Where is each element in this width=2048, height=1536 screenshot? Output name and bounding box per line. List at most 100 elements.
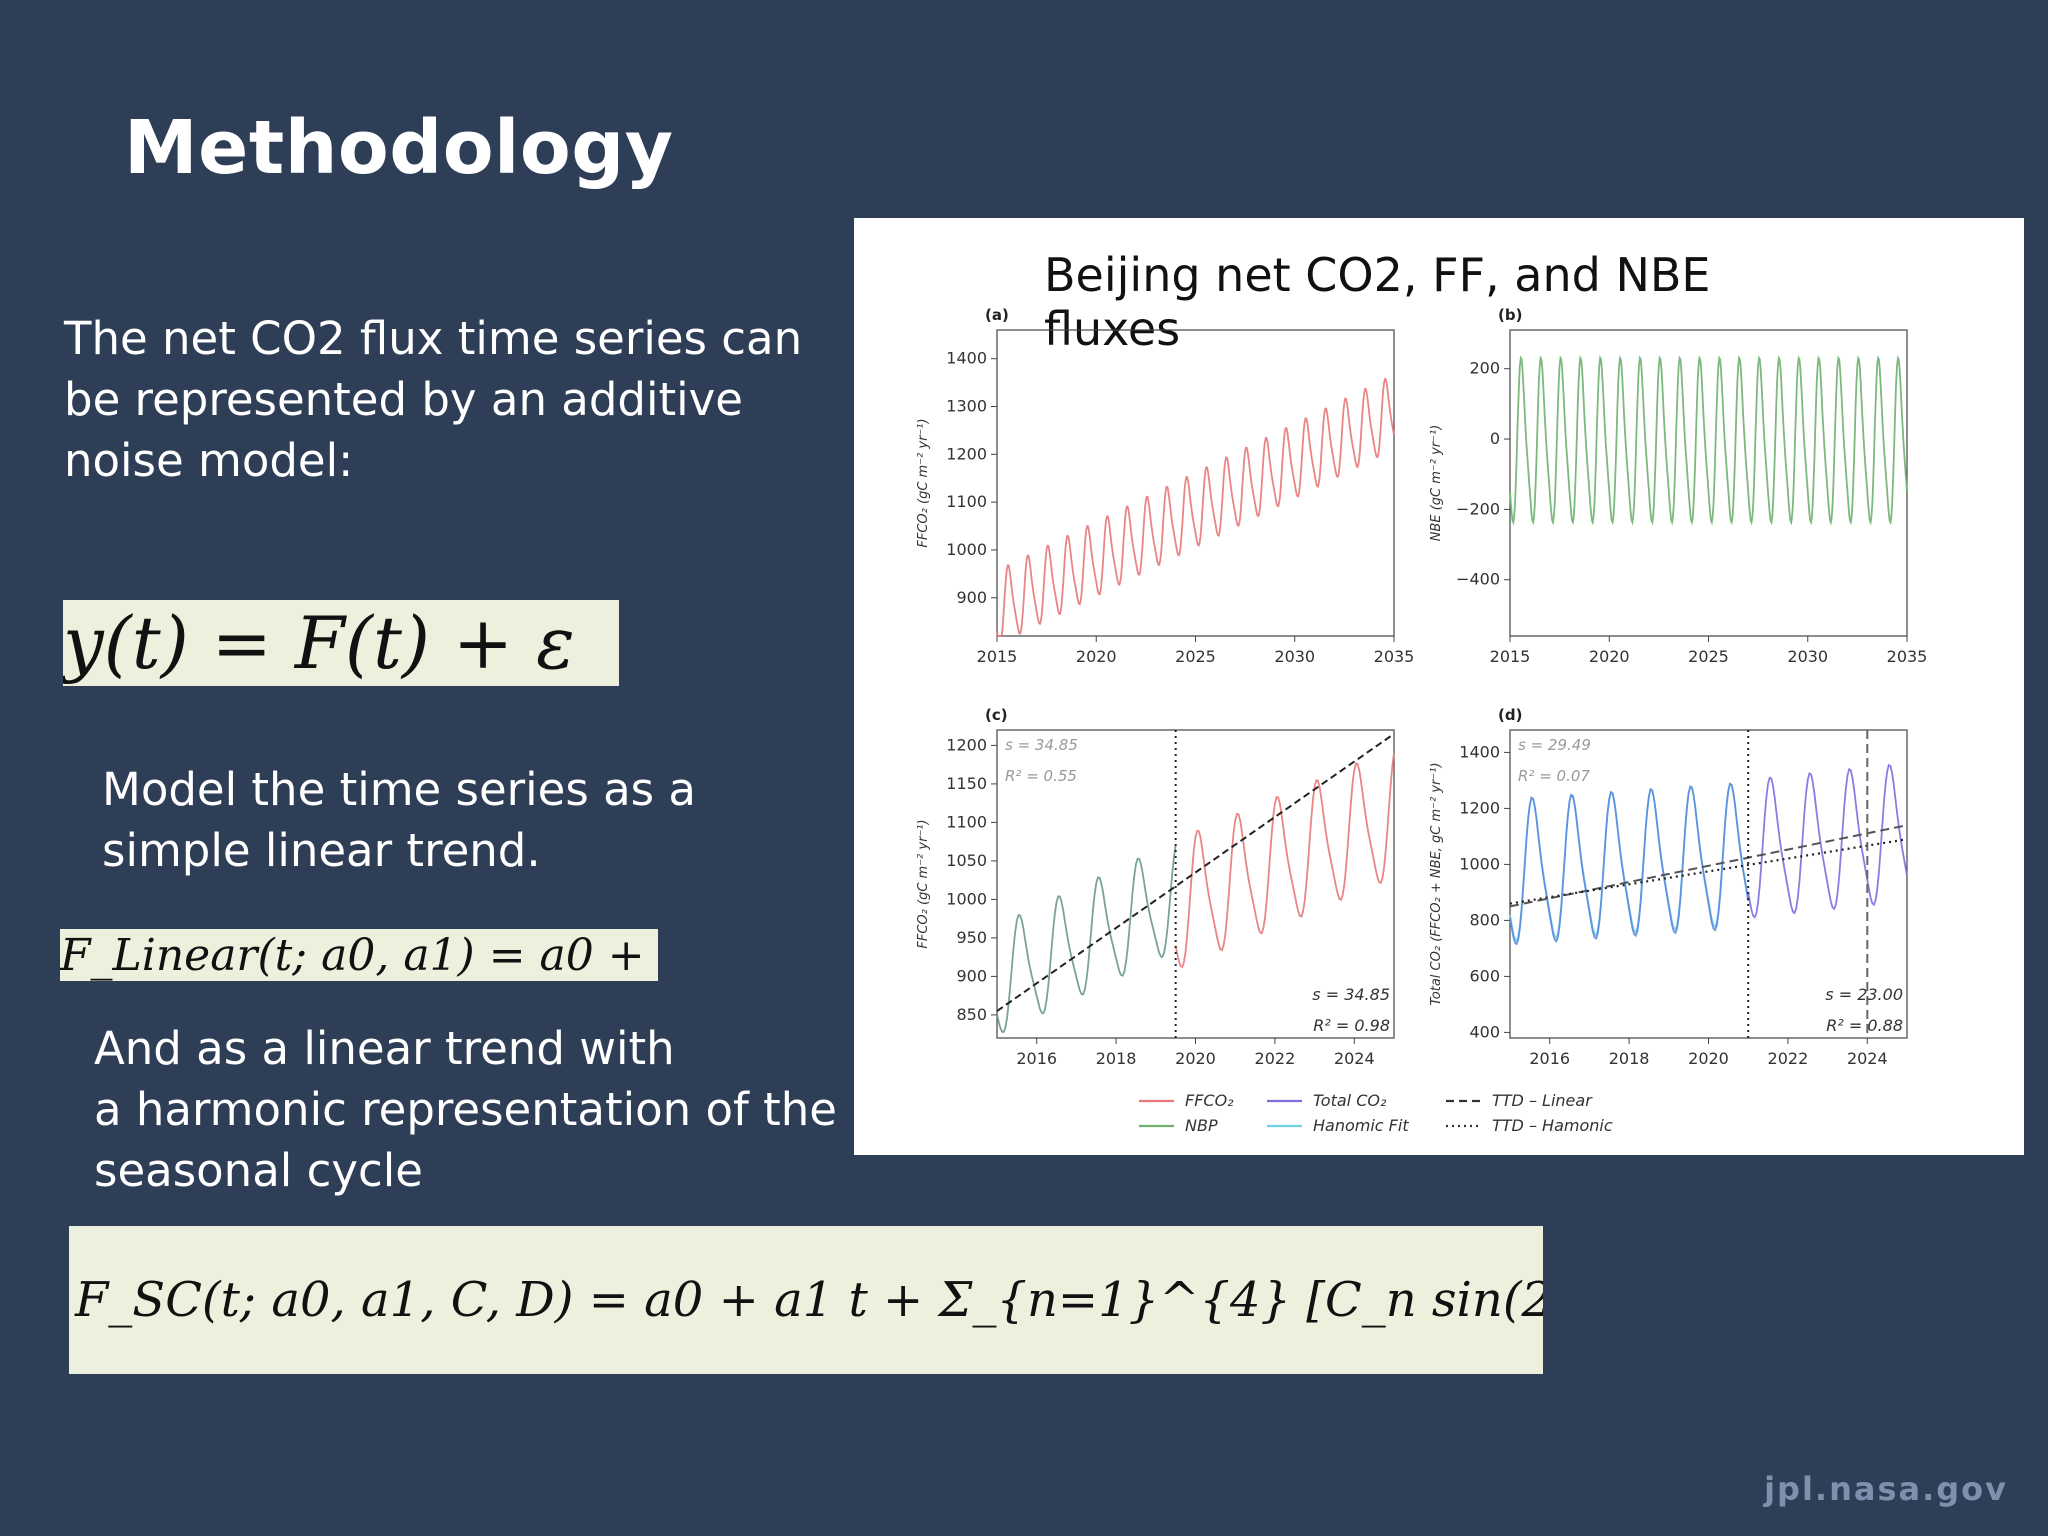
intro-line-2: be represented by an additive (64, 373, 743, 426)
x-tick-label: 2016 (1016, 1049, 1057, 1068)
harmonic-line-2: a harmonic representation of the (94, 1083, 837, 1136)
additive-formula-text: y(t) = F(t) + ε (63, 601, 575, 685)
y-tick-label: 0 (1490, 429, 1500, 448)
x-tick-label: 2022 (1768, 1049, 1809, 1068)
x-tick-label: 2024 (1847, 1049, 1888, 1068)
harmonic-formula-text: F_SC(t; a0, a1, C, D) = a0 + a1 t + Σ_{n… (75, 1272, 1543, 1328)
harmonic-line-1: And as a linear trend with (94, 1022, 675, 1075)
y-axis-label: Total CO₂ (FFCO₂ + NBE, gC m⁻² yr⁻¹) (1429, 762, 1444, 1005)
x-tick-label: 2022 (1255, 1049, 1296, 1068)
annotation-top-left: s = 34.85 (1005, 736, 1078, 754)
x-tick-label: 2024 (1334, 1049, 1375, 1068)
panel-a: (a) 2015 2020 2025 2030 2035 900 1000 1100 1200 13… (916, 306, 1414, 666)
y-tick-label: −200 (1456, 499, 1500, 518)
panel-d: (d) 2016 2018 2020 2022 2024 400 600 800 1000 1200… (1429, 706, 1908, 1068)
annotation-bottom-right: R² = 0.98 (1313, 1016, 1390, 1035)
legend-label: Hanomic Fit (1313, 1116, 1409, 1135)
annotation-bottom-right: R² = 0.88 (1826, 1016, 1903, 1035)
y-tick-label: 1300 (946, 397, 987, 416)
x-tick-label: 2030 (1787, 647, 1828, 666)
harmonic-formula: F_SC(t; a0, a1, C, D) = a0 + a1 t + Σ_{n… (69, 1226, 1543, 1374)
panel-b-label: (b) (1498, 306, 1522, 324)
x-tick-label: 2020 (1688, 1049, 1729, 1068)
legend-label: TTD – Hamonic (1492, 1116, 1613, 1135)
y-tick-label: 1200 (946, 444, 987, 463)
x-tick-label: 2035 (1887, 647, 1928, 666)
harmonic-model-text: And as a linear trend with a harmonic re… (94, 1018, 837, 1201)
y-tick-label: 1000 (1459, 854, 1500, 873)
panel-a-label: (a) (985, 306, 1009, 324)
y-tick-label: 600 (1469, 966, 1500, 985)
slide-title: Methodology (124, 105, 674, 191)
linear-formula: F_Linear(t; a0, a1) = a0 + a1 t (60, 929, 658, 981)
footer-site: jpl.nasa.gov (1764, 1470, 2008, 1508)
figure-legend: FFCO₂ NBP Total CO₂ Hanomic Fit TTD – Linear… (1139, 1091, 1613, 1135)
y-tick-label: 1400 (1459, 742, 1500, 761)
x-tick-label: 2015 (1490, 647, 1531, 666)
linear-formula-text: F_Linear(t; a0, a1) = a0 + a1 t (60, 929, 658, 981)
additive-noise-formula: y(t) = F(t) + ε (63, 600, 619, 686)
y-axis-label: FFCO₂ (gC m⁻² yr⁻¹) (916, 819, 931, 948)
x-tick-label: 2030 (1274, 647, 1315, 666)
linear-model-text: Model the time series as a simple linear… (102, 759, 696, 881)
x-tick-label: 2025 (1175, 647, 1216, 666)
panel-d-label: (d) (1498, 706, 1522, 724)
intro-text: The net CO2 flux time series can be repr… (64, 308, 802, 491)
x-tick-label: 2025 (1688, 647, 1729, 666)
y-tick-label: 200 (1469, 359, 1500, 378)
y-tick-label: 900 (956, 588, 987, 607)
series-line-a-0 (996, 377, 1395, 637)
trend-harmonic-line (1509, 838, 1908, 905)
legend-label: Total CO₂ (1313, 1091, 1387, 1110)
panel-b: (b) 2015 2020 2025 2030 2035 200 0 −200 −400 NBE (… (1429, 306, 1927, 666)
series-line-c-0 (996, 845, 1177, 1034)
y-axis-label: FFCO₂ (gC m⁻² yr⁻¹) (916, 418, 931, 547)
linear-line-1: Model the time series as a (102, 763, 697, 816)
annotation-top-left: s = 29.49 (1518, 736, 1591, 754)
intro-line-3: noise model: (64, 434, 354, 487)
y-tick-label: 1100 (946, 492, 987, 511)
y-tick-label: −400 (1456, 570, 1500, 589)
legend-label: NBP (1185, 1116, 1218, 1135)
series-line-c-1 (1174, 752, 1395, 969)
panel-c-label: (c) (985, 706, 1008, 724)
series-line-b-0 (1509, 355, 1908, 526)
x-tick-label: 2018 (1609, 1049, 1650, 1068)
x-tick-label: 2018 (1096, 1049, 1137, 1068)
series-line-d-1 (1509, 782, 1750, 946)
legend-label: FFCO₂ (1185, 1091, 1234, 1110)
y-tick-label: 850 (956, 1005, 987, 1024)
y-tick-label: 1400 (946, 349, 987, 368)
y-tick-label: 1000 (946, 540, 987, 559)
panel-a-frame (996, 329, 1395, 637)
linear-line-2: simple linear trend. (102, 824, 541, 877)
trend-linear-line (1509, 824, 1908, 908)
legend-label: TTD – Linear (1492, 1091, 1593, 1110)
y-tick-label: 900 (956, 966, 987, 985)
y-tick-label: 1050 (946, 851, 987, 870)
x-tick-label: 2035 (1374, 647, 1415, 666)
intro-line-1: The net CO2 flux time series can (64, 312, 803, 365)
x-tick-label: 2020 (1076, 647, 1117, 666)
annotation-top-left: R² = 0.07 (1518, 767, 1590, 785)
x-tick-label: 2016 (1529, 1049, 1570, 1068)
figure-svg: (a) 2015 2020 2025 2030 2035 900 1000 1100 1200 13… (916, 306, 1927, 1135)
y-tick-label: 1200 (1459, 798, 1500, 817)
series-line-d-2 (1747, 763, 1908, 919)
y-tick-label: 1200 (946, 735, 987, 754)
y-tick-label: 400 (1469, 1022, 1500, 1041)
y-tick-label: 1150 (946, 774, 987, 793)
annotation-top-left: R² = 0.55 (1005, 767, 1077, 785)
y-tick-label: 800 (1469, 910, 1500, 929)
figure-title: Beijing net CO2, FF, and NBE fluxes (1044, 248, 1711, 356)
panel-c: (c) 2016 2018 2020 2022 2024 850 900 950 1000 1050… (916, 706, 1395, 1068)
annotation-bottom-right: s = 34.85 (1312, 985, 1390, 1004)
x-tick-label: 2015 (977, 647, 1018, 666)
figure-panel: Beijing net CO2, FF, and NBE fluxes (a) 2… (854, 218, 2024, 1155)
series-line-d-0 (1509, 782, 1750, 943)
y-tick-label: 1000 (946, 889, 987, 908)
x-tick-label: 2020 (1589, 647, 1630, 666)
x-tick-label: 2020 (1175, 1049, 1216, 1068)
y-axis-label: NBE (gC m⁻² yr⁻¹) (1429, 425, 1444, 542)
annotation-bottom-right: s = 23.00 (1825, 985, 1903, 1004)
